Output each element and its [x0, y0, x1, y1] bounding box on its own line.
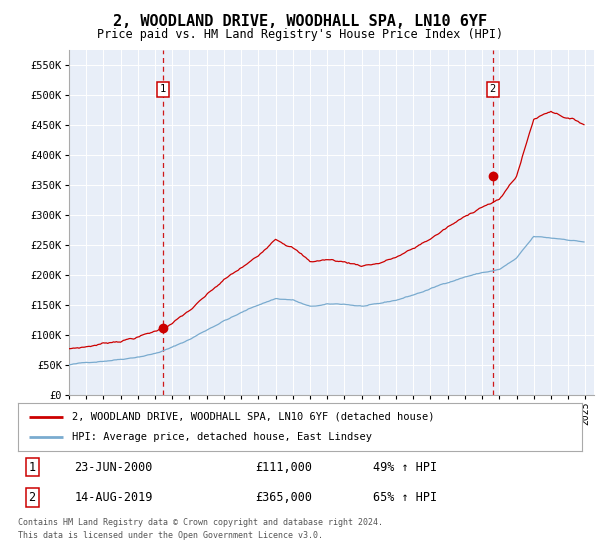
Text: £111,000: £111,000: [255, 460, 312, 474]
Text: 2: 2: [490, 85, 496, 94]
Text: Contains HM Land Registry data © Crown copyright and database right 2024.: Contains HM Land Registry data © Crown c…: [18, 518, 383, 527]
Text: 2: 2: [29, 491, 35, 504]
Text: 65% ↑ HPI: 65% ↑ HPI: [373, 491, 437, 504]
Text: 14-AUG-2019: 14-AUG-2019: [74, 491, 153, 504]
Text: This data is licensed under the Open Government Licence v3.0.: This data is licensed under the Open Gov…: [18, 531, 323, 540]
Text: 2, WOODLAND DRIVE, WOODHALL SPA, LN10 6YF (detached house): 2, WOODLAND DRIVE, WOODHALL SPA, LN10 6Y…: [71, 412, 434, 422]
Text: Price paid vs. HM Land Registry's House Price Index (HPI): Price paid vs. HM Land Registry's House …: [97, 28, 503, 41]
Text: 49% ↑ HPI: 49% ↑ HPI: [373, 460, 437, 474]
Text: £365,000: £365,000: [255, 491, 312, 504]
Text: 2, WOODLAND DRIVE, WOODHALL SPA, LN10 6YF: 2, WOODLAND DRIVE, WOODHALL SPA, LN10 6Y…: [113, 14, 487, 29]
Text: HPI: Average price, detached house, East Lindsey: HPI: Average price, detached house, East…: [71, 432, 371, 442]
Text: 1: 1: [29, 460, 35, 474]
Text: 1: 1: [160, 85, 166, 94]
Text: 23-JUN-2000: 23-JUN-2000: [74, 460, 153, 474]
